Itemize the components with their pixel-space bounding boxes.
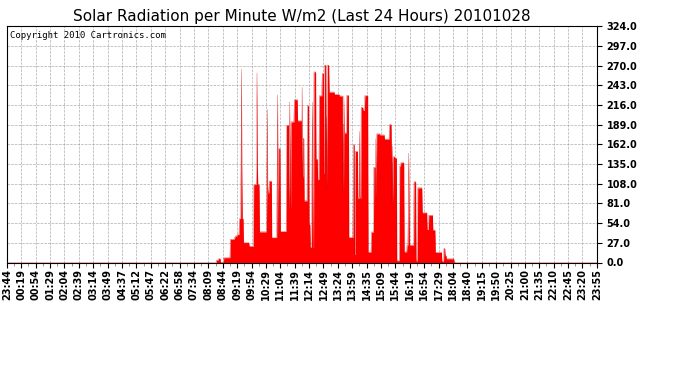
Title: Solar Radiation per Minute W/m2 (Last 24 Hours) 20101028: Solar Radiation per Minute W/m2 (Last 24… (73, 9, 531, 24)
Text: Copyright 2010 Cartronics.com: Copyright 2010 Cartronics.com (10, 31, 166, 40)
